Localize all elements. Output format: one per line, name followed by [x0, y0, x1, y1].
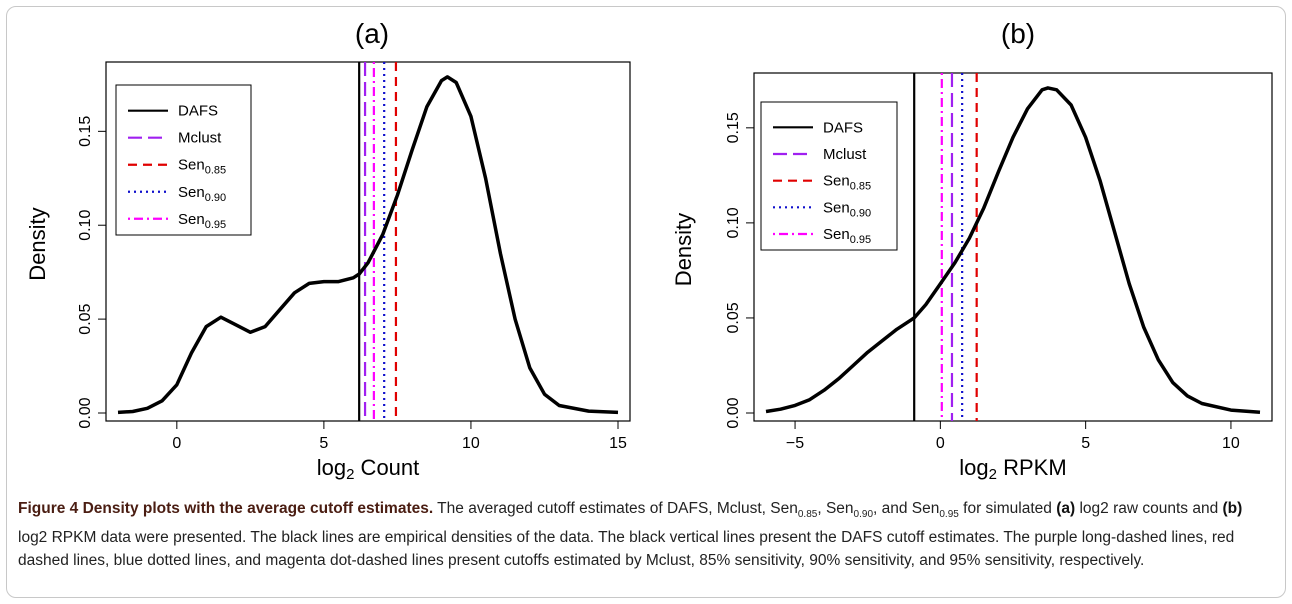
- caption-title: Figure 4 Density plots with the average …: [18, 500, 434, 517]
- x-axis-label: log2 RPKM: [959, 455, 1066, 483]
- legend-label: DAFS: [178, 103, 218, 120]
- chart-panel-a: (a) 0.00 0.05 0.10 0.15 0 5 10 15 Density log2 Cou…: [25, 18, 631, 483]
- y-tick-label: 0.00: [77, 397, 94, 428]
- caption-text-2: , Sen: [817, 500, 854, 517]
- panel-title: (a): [355, 18, 389, 49]
- y-tick-label: 0.05: [77, 303, 94, 334]
- caption-text-4: for simulated: [958, 500, 1057, 517]
- panel-title: (b): [1001, 18, 1035, 49]
- x-axis-label: log2 Count: [317, 455, 420, 483]
- y-tick-label: 0.15: [77, 116, 94, 147]
- caption-ref-a: (a): [1056, 500, 1076, 517]
- legend-label: Sen0.85: [823, 173, 871, 193]
- legend-label: Sen0.90: [823, 199, 871, 219]
- y-tick-label: 0.15: [725, 112, 742, 143]
- x-tick-label: 0: [172, 435, 181, 452]
- legend-label: Sen0.90: [178, 184, 226, 204]
- x-tick-label: 15: [609, 435, 627, 452]
- caption-sub-3: 0.95: [939, 509, 959, 521]
- y-tick-label: 0.05: [725, 302, 742, 333]
- legend-box: [115, 84, 252, 236]
- y-tick-label: 0.10: [725, 207, 742, 238]
- caption-text-6: log2 RPKM data were presented. The black…: [18, 529, 1235, 570]
- caption-sub-1: 0.85: [797, 509, 818, 521]
- legend-label: Mclust: [178, 130, 222, 147]
- y-tick-label: 0.00: [725, 397, 742, 428]
- legend-label: Sen0.95: [823, 226, 871, 246]
- legend-label: Sen0.85: [178, 157, 226, 177]
- figure-caption: Figure 4 Density plots with the average …: [18, 497, 1274, 572]
- chart-panel-b: (b) 0.00 0.05 0.10 0.15 −5 0 5 10 Density log2 RPK…: [671, 18, 1273, 483]
- caption-text-1: The averaged cutoff estimates of DAFS, M…: [433, 500, 798, 517]
- legend-label: Sen0.95: [178, 211, 226, 231]
- y-tick-label: 0.10: [77, 210, 94, 241]
- x-tick-label: 10: [462, 435, 480, 452]
- legend: DAFS Mclust Sen0.85 Sen0.90 Sen0.95: [760, 101, 898, 251]
- legend-label: DAFS: [823, 119, 863, 136]
- legend-label: Mclust: [823, 146, 867, 163]
- density-curve: [117, 75, 619, 415]
- x-tick-label: 5: [1081, 435, 1090, 452]
- y-axis-label: Density: [671, 213, 696, 286]
- density-curve: [765, 86, 1261, 414]
- x-tick-label: 10: [1222, 435, 1240, 452]
- y-axis-label: Density: [25, 207, 50, 280]
- x-tick-label: 0: [936, 435, 945, 452]
- x-tick-label: −5: [786, 435, 804, 452]
- x-tick-label: 5: [319, 435, 328, 452]
- caption-text-3: , and Sen: [873, 500, 940, 517]
- caption-ref-b: (b): [1222, 500, 1243, 517]
- legend: DAFS Mclust Sen0.85 Sen0.90 Sen0.95: [115, 84, 252, 236]
- caption-sub-2: 0.90: [853, 509, 874, 521]
- caption-text-5: log2 raw counts and: [1075, 500, 1223, 517]
